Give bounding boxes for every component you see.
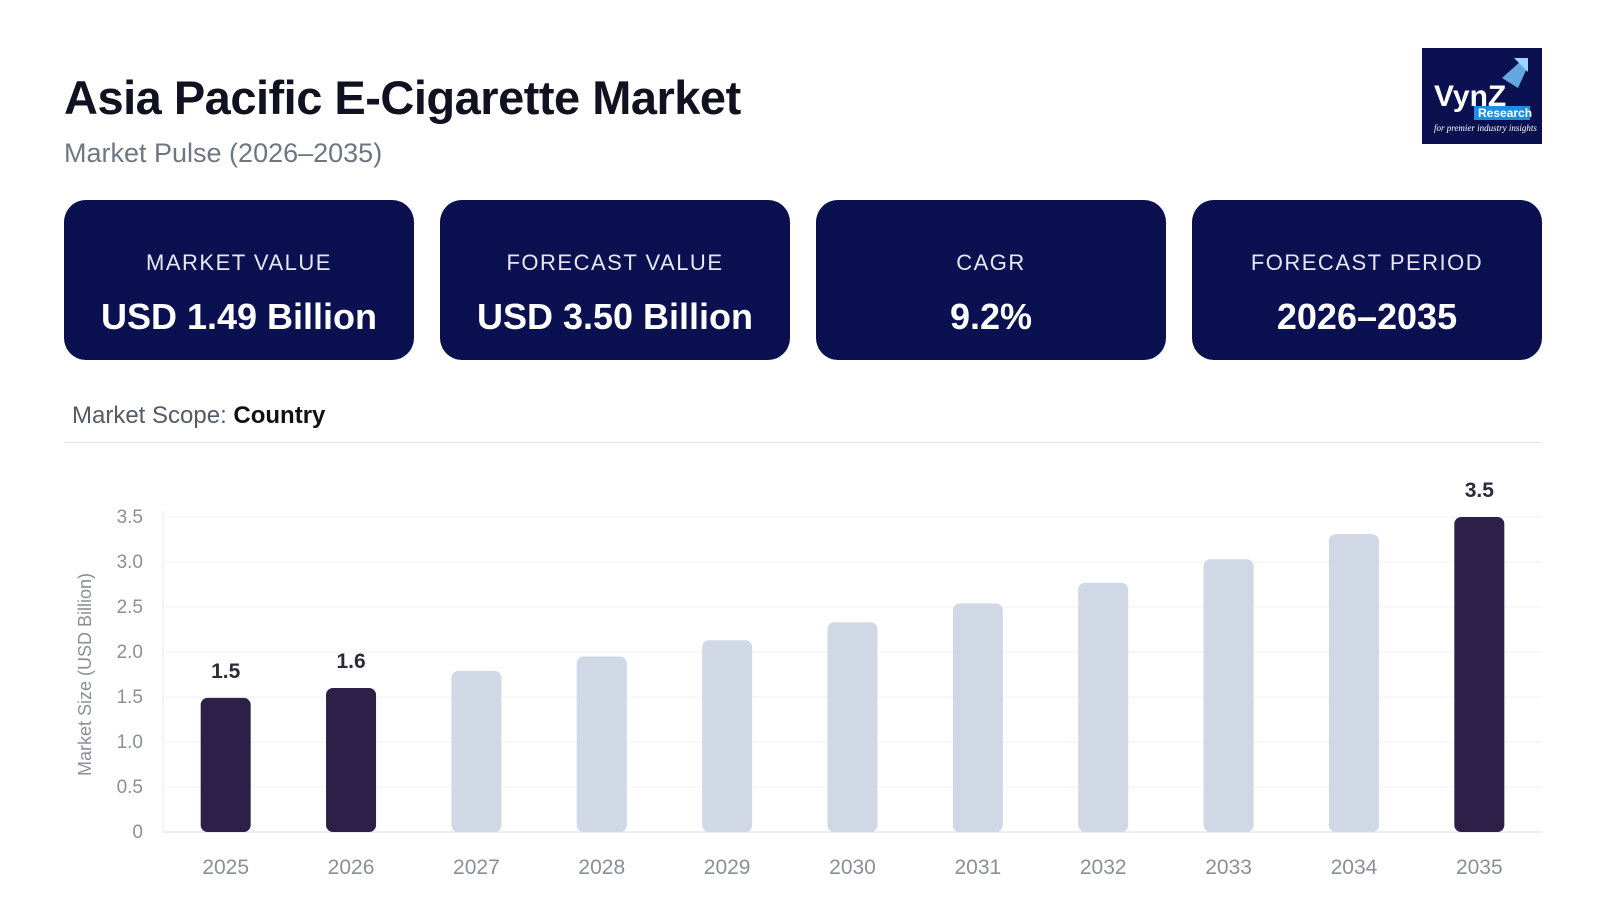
y-axis-title: Market Size (USD Billion)	[75, 573, 95, 776]
bar-2026	[326, 688, 377, 832]
data-label-2026: 1.6	[336, 650, 365, 673]
y-tick-label: 3.5	[117, 507, 143, 528]
page-subtitle: Market Pulse (2026–2035)	[64, 138, 383, 168]
x-tick-label: 2032	[1080, 856, 1127, 879]
scope-value: Country	[233, 402, 326, 429]
bar-2028	[576, 656, 627, 832]
card-value: USD 1.49 Billion	[100, 296, 378, 337]
x-tick-label: 2029	[704, 856, 751, 879]
bar-2034	[1328, 534, 1379, 832]
cagr-card: CAGR 9.2%	[816, 200, 1166, 360]
bar-2025	[200, 697, 251, 832]
x-tick-label: 2025	[202, 856, 249, 879]
y-tick-label: 0.5	[117, 777, 143, 798]
bar-2032	[1078, 582, 1129, 832]
y-tick-label: 2.0	[117, 642, 143, 663]
kpi-cards: MARKET VALUE USD 1.49 Billion FORECAST V…	[64, 200, 1542, 360]
bar-2027	[451, 670, 502, 832]
x-tick-label: 2035	[1456, 856, 1503, 879]
forecast-period-card: FORECAST PERIOD 2026–2035	[1192, 200, 1542, 360]
card-label: FORECAST VALUE	[506, 250, 724, 275]
x-tick-label: 2033	[1205, 856, 1252, 879]
market-value-card: MARKET VALUE USD 1.49 Billion	[64, 200, 414, 360]
x-tick-label: 2030	[829, 856, 876, 879]
bar-2033	[1203, 559, 1254, 832]
card-value: USD 3.50 Billion	[476, 296, 754, 337]
logo-research-label: Research	[1478, 106, 1532, 120]
y-tick-label: 0	[132, 822, 143, 843]
scope-label: Market Scope:	[72, 402, 227, 429]
vynz-research-logo: VynZ Research for premier industry insig…	[1422, 48, 1542, 144]
data-label-2035: 3.5	[1465, 479, 1495, 502]
bar-2029	[702, 640, 753, 832]
bar-2031	[952, 603, 1003, 832]
bar-2030	[827, 622, 878, 832]
x-tick-label: 2027	[453, 856, 500, 879]
card-value: 9.2%	[949, 296, 1033, 337]
card-label: FORECAST PERIOD	[1250, 250, 1484, 275]
y-tick-label: 2.5	[117, 597, 143, 618]
y-tick-label: 1.5	[117, 687, 143, 708]
market-scope: Market Scope: Country	[72, 402, 325, 430]
x-tick-label: 2026	[328, 856, 375, 879]
y-tick-label: 1.0	[117, 732, 143, 753]
x-tick-label: 2031	[955, 856, 1002, 879]
card-label: MARKET VALUE	[146, 250, 332, 275]
card-value: 2026–2035	[1276, 296, 1458, 337]
x-tick-label: 2034	[1331, 856, 1378, 879]
data-label-2025: 1.5	[211, 660, 241, 683]
forecast-value-card: FORECAST VALUE USD 3.50 Billion	[440, 200, 790, 360]
logo-tagline: for premier industry insights	[1434, 123, 1537, 133]
y-tick-label: 3.0	[117, 552, 143, 573]
page-title: Asia Pacific E-Cigarette Market	[64, 71, 741, 124]
bar-2035	[1454, 517, 1505, 832]
section-divider	[64, 442, 1542, 443]
x-tick-label: 2028	[578, 856, 625, 879]
card-label: CAGR	[956, 250, 1026, 275]
